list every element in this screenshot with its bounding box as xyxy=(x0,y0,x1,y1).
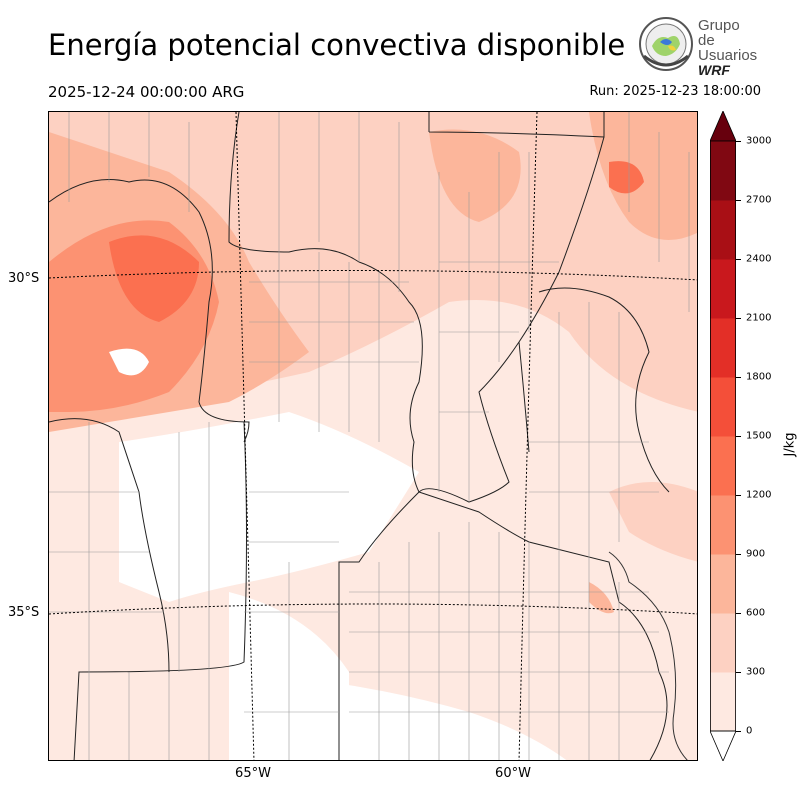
colorbar-under-triangle xyxy=(710,730,736,761)
colorbar-segment xyxy=(710,554,736,614)
colorbar-segment xyxy=(710,436,736,496)
cape-band-1200-ne xyxy=(609,161,644,194)
cape-band-600-n xyxy=(429,129,521,222)
cape-band-1200 xyxy=(109,235,199,322)
chart-title: Energía potencial convectiva disponible xyxy=(48,28,626,62)
colorbar-tick-label: 2100 xyxy=(746,312,772,324)
colorbar-tick-mark xyxy=(736,377,741,378)
colorbar-tick-label: 2700 xyxy=(746,194,772,206)
colorbar-tick-label: 300 xyxy=(746,666,766,678)
run-time: Run: 2025-12-23 18:00:00 xyxy=(589,84,761,99)
colorbar-tick-label: 1800 xyxy=(746,371,772,383)
lat-label-30s: 30°S xyxy=(8,271,40,286)
wrf-logo: Grupo de Usuarios WRF xyxy=(638,16,758,78)
colorbar-segment xyxy=(710,377,736,437)
logo-line-2: Usuarios xyxy=(698,47,758,64)
colorbar-tick-mark xyxy=(736,554,741,555)
meridian-65w xyxy=(235,112,255,760)
cape-map xyxy=(48,111,698,761)
cape-band-600-se xyxy=(589,582,614,614)
meridian-60w xyxy=(518,112,538,760)
colorbar-tick-mark xyxy=(736,495,741,496)
colorbar-segment xyxy=(710,318,736,378)
cape-zero-southeast xyxy=(329,682,567,760)
coastline xyxy=(608,551,688,760)
colorbar-tick-mark xyxy=(736,436,741,437)
colorbar-over-triangle xyxy=(710,111,736,142)
colorbar xyxy=(710,111,736,761)
map-canvas xyxy=(49,112,697,760)
cape-zero-center xyxy=(119,412,419,602)
colorbar-segment xyxy=(710,141,736,201)
colorbar-tick-mark xyxy=(736,613,741,614)
parallel-30s xyxy=(49,269,697,281)
colorbar-tick-label: 2400 xyxy=(746,253,772,265)
colorbar-segment xyxy=(710,495,736,555)
colorbar-frame xyxy=(710,140,736,732)
lon-label-60w: 60°W xyxy=(495,766,531,781)
colorbar-segment xyxy=(710,259,736,319)
parallel-35s xyxy=(49,603,697,615)
colorbar-tick-mark xyxy=(736,259,741,260)
colorbar-tick-mark xyxy=(736,141,741,142)
colorbar-tick-label: 1200 xyxy=(746,489,772,501)
logo-emblem-icon xyxy=(639,17,693,71)
colorbar-tick-label: 3000 xyxy=(746,135,772,147)
colorbar-tick-label: 0 xyxy=(746,725,753,737)
colorbar-unit: J/kg xyxy=(782,432,798,457)
colorbar-segment xyxy=(710,200,736,260)
graticule xyxy=(49,112,697,760)
colorbar-tick-label: 1500 xyxy=(746,430,772,442)
logo-line-3: WRF xyxy=(698,62,730,78)
lon-label-65w: 65°W xyxy=(235,766,271,781)
cape-zero-west xyxy=(109,348,149,376)
cape-band-300-east xyxy=(609,482,697,562)
cape-band-600-ne xyxy=(589,112,697,240)
lat-label-35s: 35°S xyxy=(8,605,40,620)
colorbar-segment xyxy=(710,613,736,673)
valid-time: 2025-12-24 00:00:00 ARG xyxy=(48,83,245,101)
colorbar-segment xyxy=(710,672,736,732)
colorbar-tick-mark xyxy=(736,731,741,732)
colorbar-tick-label: 900 xyxy=(746,548,766,560)
colorbar-tick-mark xyxy=(736,318,741,319)
colorbar-tick-mark xyxy=(736,200,741,201)
colorbar-tick-mark xyxy=(736,672,741,673)
logo-line-1: Grupo de xyxy=(698,17,740,49)
colorbar-tick-label: 600 xyxy=(746,607,766,619)
department-boundaries xyxy=(49,112,690,760)
